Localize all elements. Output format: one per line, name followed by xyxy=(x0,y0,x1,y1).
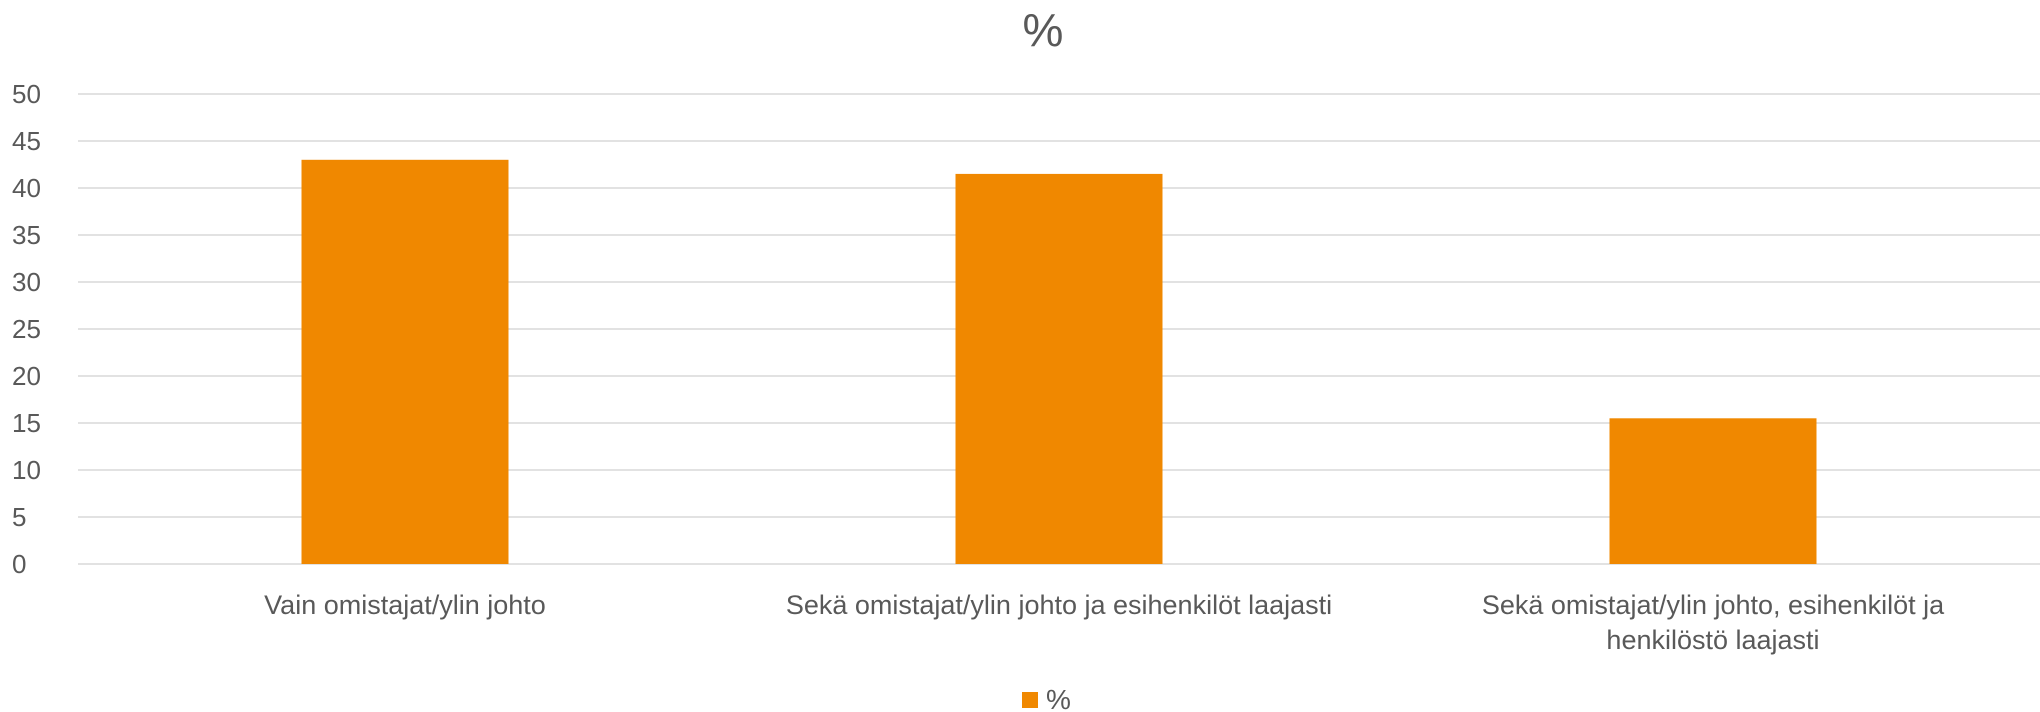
x-category-label: Sekä omistajat/ylin johto, esihenkilöt j… xyxy=(1482,590,1945,620)
y-tick-label: 10 xyxy=(12,455,41,485)
y-tick-label: 40 xyxy=(12,173,41,203)
x-category-label: Sekä omistajat/ylin johto ja esihenkilöt… xyxy=(786,590,1332,620)
y-tick-label: 35 xyxy=(12,220,41,250)
y-axis-ticks: 0 5 10 15 20 25 30 35 40 45 50 xyxy=(12,79,41,579)
bars xyxy=(301,159,1817,565)
x-axis-labels: Vain omistajat/ylin johto Sekä omistajat/… xyxy=(264,590,1945,655)
y-tick-label: 0 xyxy=(12,549,26,579)
x-category-label: Vain omistajat/ylin johto xyxy=(264,590,546,620)
y-tick-label: 20 xyxy=(12,361,41,391)
x-category-label: henkilöstö laajasti xyxy=(1606,625,1819,655)
y-tick-label: 50 xyxy=(12,79,41,109)
bar xyxy=(955,173,1163,564)
y-tick-label: 30 xyxy=(12,267,41,297)
legend-swatch xyxy=(1022,692,1038,708)
legend-label: % xyxy=(1046,684,1071,712)
legend: % xyxy=(1022,684,1071,712)
y-tick-label: 5 xyxy=(12,502,26,532)
bar xyxy=(1609,418,1817,564)
bar xyxy=(301,159,509,565)
y-tick-label: 15 xyxy=(12,408,41,438)
y-tick-label: 25 xyxy=(12,314,41,344)
chart-title: % xyxy=(1023,4,1064,56)
y-tick-label: 45 xyxy=(12,126,41,156)
